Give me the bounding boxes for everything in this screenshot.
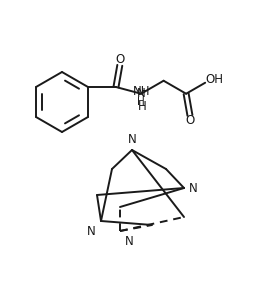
Text: NH
H: NH H (133, 85, 151, 113)
Text: O: O (185, 114, 195, 127)
Text: N: N (128, 133, 136, 146)
Text: H: H (137, 97, 145, 107)
Text: N: N (125, 235, 134, 248)
Text: OH: OH (205, 73, 223, 86)
Text: O: O (115, 53, 124, 66)
Text: N: N (137, 87, 145, 100)
Text: N: N (87, 225, 96, 238)
Text: N: N (189, 181, 198, 194)
